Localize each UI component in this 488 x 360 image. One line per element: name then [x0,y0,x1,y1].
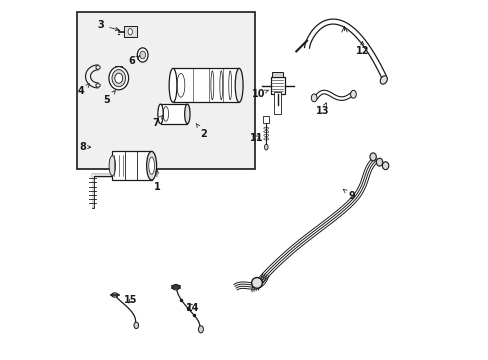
Ellipse shape [128,28,132,35]
Text: 10: 10 [251,89,268,99]
Text: 11: 11 [249,133,263,143]
Text: 3: 3 [97,20,119,31]
Ellipse shape [137,48,148,62]
Ellipse shape [172,284,179,290]
Ellipse shape [184,104,190,124]
Ellipse shape [115,73,122,83]
Ellipse shape [96,84,100,87]
Ellipse shape [311,94,316,102]
Ellipse shape [109,67,128,90]
Bar [263,116,268,123]
Ellipse shape [134,322,138,329]
Bar [124,26,136,37]
Ellipse shape [235,68,243,102]
Ellipse shape [369,153,376,161]
Ellipse shape [148,157,154,174]
Ellipse shape [109,156,115,176]
Ellipse shape [380,76,386,84]
Text: 14: 14 [185,302,199,312]
Bar [274,93,281,114]
Text: 13: 13 [315,103,328,116]
Ellipse shape [376,158,382,166]
Text: 9: 9 [343,189,354,201]
Bar [77,12,255,169]
Text: 4: 4 [78,84,89,96]
Ellipse shape [169,68,177,102]
Ellipse shape [251,278,262,288]
Ellipse shape [112,69,125,87]
Bar [160,104,187,124]
Text: 15: 15 [124,296,137,305]
Ellipse shape [382,162,388,170]
Text: 12: 12 [355,41,368,56]
Ellipse shape [146,152,156,180]
Ellipse shape [198,326,203,333]
Ellipse shape [96,66,100,69]
Text: 5: 5 [103,91,115,105]
Bar [270,77,285,94]
Text: 2: 2 [196,123,206,139]
Text: 1: 1 [153,170,160,192]
Bar [272,72,283,77]
Ellipse shape [111,293,118,297]
Bar [173,68,239,102]
Text: 6: 6 [128,56,140,66]
Text: 7: 7 [152,116,162,128]
Ellipse shape [264,144,267,150]
Ellipse shape [158,104,163,124]
Ellipse shape [350,90,356,98]
Bar [112,152,151,180]
Ellipse shape [140,51,145,59]
Text: 8: 8 [79,142,91,152]
